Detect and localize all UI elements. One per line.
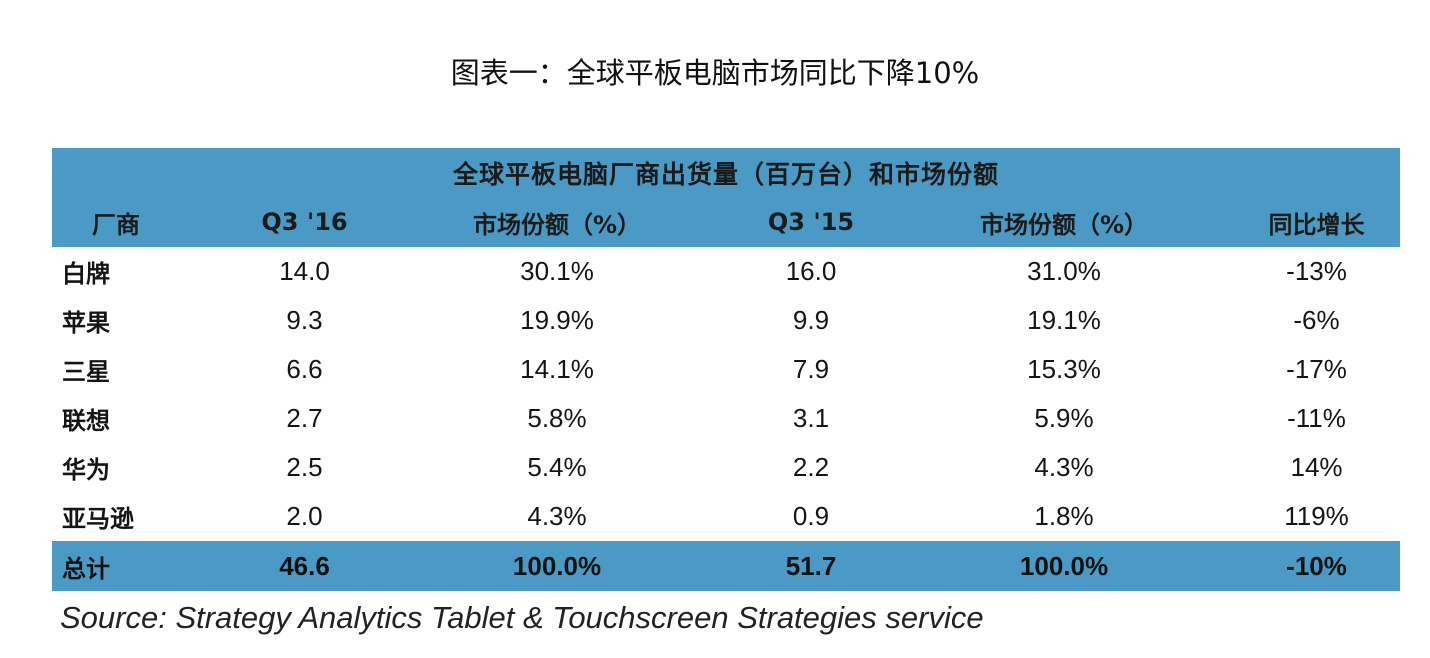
vendor-cell: 白牌 <box>62 260 110 288</box>
header-vendor: 厂商 <box>52 197 222 247</box>
page-title: 图表一：全球平板电脑市场同比下降10% <box>450 56 980 90</box>
share-15-cell: 19.1% <box>1027 305 1101 335</box>
q3-15-cell: 0.9 <box>792 501 830 531</box>
q3-16-cell: 6.6 <box>286 354 323 384</box>
share-15-cell: 1.8% <box>1034 501 1094 531</box>
header-yoy-growth: 同比增长 <box>1233 197 1401 247</box>
yoy-cell: -11% <box>1287 403 1346 433</box>
share-16-cell: 14.1% <box>520 354 594 384</box>
total-share-15-cell: 100.0% <box>895 541 1233 591</box>
q3-16-cell: 14.0 <box>279 256 330 286</box>
q3-16-cell: 2.7 <box>286 403 323 433</box>
yoy-cell: -17% <box>1286 354 1347 384</box>
share-16-cell: 19.9% <box>520 305 594 335</box>
total-label-cell: 总计 <box>52 541 222 591</box>
q3-15-cell: 2.2 <box>792 452 830 482</box>
yoy-cell: 14% <box>1290 452 1343 482</box>
q3-15-cell: 16.0 <box>785 256 837 286</box>
vendor-cell: 华为 <box>62 456 110 484</box>
share-16-cell: 4.3% <box>527 501 587 531</box>
header-share-15: 市场份额（%） <box>895 197 1233 247</box>
vendor-cell: 亚马逊 <box>62 505 134 533</box>
yoy-cell: 119% <box>1284 501 1349 531</box>
q3-16-cell: 9.3 <box>286 305 323 335</box>
yoy-cell: -13% <box>1286 256 1347 286</box>
table-header-row: 厂商 Q3 '16 市场份额（%） Q3 '15 市场份额（%） 同比增长 <box>52 197 1401 247</box>
table-caption-row: 全球平板电脑厂商出货量（百万台）和市场份额 <box>52 148 1401 197</box>
shipments-table-container: 全球平板电脑厂商出货量（百万台）和市场份额 厂商 Q3 '16 市场份额（%） … <box>52 148 1401 591</box>
table-row: 三星 6.6 14.1% 7.9 15.3% -17% <box>52 345 1400 394</box>
yoy-cell: -6% <box>1293 305 1340 335</box>
table-caption: 全球平板电脑厂商出货量（百万台）和市场份额 <box>52 148 1401 197</box>
share-16-cell: 5.4% <box>527 452 587 482</box>
total-q3-16-cell: 46.6 <box>222 541 387 591</box>
q3-15-cell: 9.9 <box>792 305 830 335</box>
source-note: Source: Strategy Analytics Tablet & Touc… <box>60 600 984 635</box>
q3-16-cell: 2.0 <box>286 501 323 531</box>
total-yoy-cell: -10% <box>1233 541 1401 591</box>
q3-15-cell: 7.9 <box>792 354 830 384</box>
total-row: 总计 46.6 100.0% 51.7 100.0% -10% <box>52 541 1401 591</box>
share-16-cell: 30.1% <box>520 256 594 286</box>
total-share-16-cell: 100.0% <box>387 541 727 591</box>
q3-16-cell: 2.5 <box>286 452 323 482</box>
header-share-16: 市场份额（%） <box>387 197 727 247</box>
shipments-table: 全球平板电脑厂商出货量（百万台）和市场份额 厂商 Q3 '16 市场份额（%） … <box>52 148 1401 591</box>
header-q3-15: Q3 '15 <box>727 197 895 247</box>
table-row: 苹果 9.3 19.9% 9.9 19.1% -6% <box>52 296 1400 345</box>
vendor-cell: 三星 <box>62 358 110 386</box>
share-15-cell: 5.9% <box>1034 403 1094 433</box>
share-15-cell: 15.3% <box>1027 354 1101 384</box>
share-15-cell: 31.0% <box>1027 256 1101 286</box>
table-row: 白牌 14.0 30.1% 16.0 31.0% -13% <box>52 247 1400 296</box>
header-q3-16: Q3 '16 <box>222 197 387 247</box>
table-row: 亚马逊 2.0 4.3% 0.9 1.8% 119% <box>52 492 1400 541</box>
table-row: 华为 2.5 5.4% 2.2 4.3% 14% <box>52 443 1400 492</box>
vendor-cell: 苹果 <box>62 309 110 337</box>
vendor-cell: 联想 <box>62 407 110 435</box>
share-15-cell: 4.3% <box>1034 452 1094 482</box>
q3-15-cell: 3.1 <box>792 403 830 433</box>
table-row: 联想 2.7 5.8% 3.1 5.9% -11% <box>52 394 1400 443</box>
total-q3-15-cell: 51.7 <box>727 541 895 591</box>
share-16-cell: 5.8% <box>527 403 587 433</box>
